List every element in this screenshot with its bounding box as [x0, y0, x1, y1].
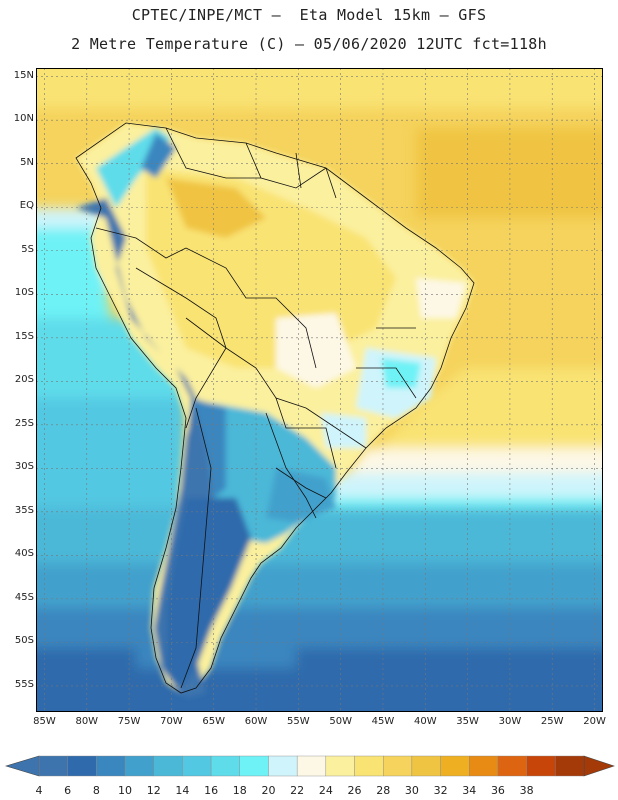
lat-tick-label: 30S [14, 461, 34, 473]
colorbar-swatch [526, 755, 556, 777]
colorbar-label: 24 [319, 784, 333, 797]
lat-tick-label: 45S [14, 591, 34, 603]
map-frame [36, 68, 603, 712]
colorbar-swatch [383, 755, 413, 777]
lat-tick-label: 15N [13, 69, 34, 81]
colorbar-label: 20 [261, 784, 275, 797]
colorbar-swatch [555, 755, 585, 777]
colorbar-swatch [497, 755, 527, 777]
lon-tick-label: 20W [583, 716, 606, 727]
colorbar-label: 8 [93, 784, 100, 797]
colorbar-swatch [96, 755, 126, 777]
colorbar-label: 16 [204, 784, 218, 797]
lat-tick-label: 10S [14, 287, 34, 299]
colorbar-label: 36 [491, 784, 505, 797]
lat-tick-label: 5S [21, 243, 34, 255]
colorbar-swatch [124, 755, 154, 777]
lon-tick-label: 80W [75, 716, 99, 727]
colorbar-swatch [182, 755, 212, 777]
lon-tick-label: 45W [371, 716, 395, 727]
lat-tick-label: 35S [14, 504, 34, 516]
colorbar-swatch [440, 755, 470, 777]
country-borders [75, 122, 475, 694]
lat-tick-label: 50S [14, 635, 34, 647]
colorbar-label: 12 [147, 784, 161, 797]
lon-tick-label: 65W [202, 716, 226, 727]
lon-tick-label: 35W [456, 716, 479, 727]
colorbar-swatch [325, 755, 355, 777]
colorbar-swatch [210, 755, 240, 777]
map-subtitle: 2 Metre Temperature (C) – 05/06/2020 12U… [71, 35, 547, 53]
colorbar-label: 28 [376, 784, 390, 797]
map-title: CPTEC/INPE/MCT – Eta Model 15km – GFS [131, 6, 487, 24]
temperature-field [36, 68, 603, 712]
lon-tick-label: 25W [540, 716, 564, 727]
lat-tick-label: 10N [13, 113, 34, 125]
map-gridlines [36, 68, 603, 712]
colorbar-swatch [296, 755, 327, 777]
lat-tick-label: EQ [19, 200, 34, 212]
colorbar-label: 18 [233, 784, 247, 797]
colorbar-label: 22 [290, 784, 304, 797]
lat-tick-label: 5N [20, 156, 34, 168]
lat-tick-label: 25S [14, 417, 34, 429]
colorbar-label: 26 [348, 784, 362, 797]
colorbar-label: 6 [64, 784, 71, 797]
colorbar-swatch [153, 755, 183, 777]
colorbar-label: 32 [434, 784, 448, 797]
colorbar-label: 38 [520, 784, 534, 797]
temperature-colorbar: 4 6 8 10 12 14 16 18 20 22 24 26 28 30 32 34 36 38 [4, 755, 615, 797]
colorbar-label: 4 [36, 784, 43, 797]
colorbar-swatch [67, 755, 97, 777]
colorbar-label: 34 [462, 784, 476, 797]
lon-tick-label: 30W [498, 716, 522, 727]
lon-tick-label: 70W [160, 716, 183, 727]
colorbar-swatch [239, 755, 269, 777]
lat-tick-label: 40S [14, 548, 34, 560]
colorbar-label: 10 [118, 784, 132, 797]
temperature-map [36, 68, 603, 712]
colorbar-swatch [411, 755, 441, 777]
colorbar-under-arrow [4, 755, 40, 777]
lon-tick-label: 55W [287, 716, 310, 727]
map-canvas [36, 68, 603, 712]
lat-tick-label: 15S [14, 330, 34, 342]
lat-tick-label: 55S [14, 678, 34, 690]
colorbar-label: 30 [405, 784, 419, 797]
lon-tick-label: 40W [413, 716, 437, 727]
colorbar-swatch [469, 755, 499, 777]
colorbar-swatch [38, 755, 68, 777]
colorbar-swatch [268, 755, 298, 777]
lon-tick-label: 60W [244, 716, 268, 727]
colorbar-label: 14 [175, 784, 189, 797]
lon-tick-label: 85W [33, 716, 56, 727]
lon-tick-label: 50W [329, 716, 352, 727]
colorbar-swatch [354, 755, 384, 777]
lat-tick-label: 20S [14, 374, 34, 386]
colorbar-over-arrow [583, 755, 615, 777]
lon-tick-label: 75W [117, 716, 141, 727]
